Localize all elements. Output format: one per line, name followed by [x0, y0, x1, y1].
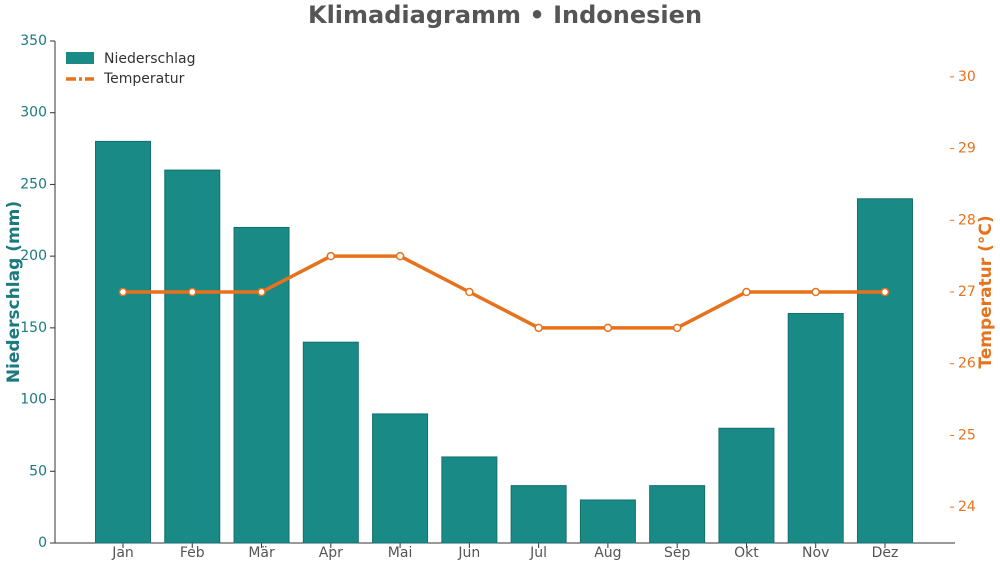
temperature-marker [742, 287, 751, 297]
temperature-marker [811, 287, 820, 297]
temperature-marker [326, 251, 336, 261]
chart-title: Klimadiagramm • Indonesien [308, 1, 702, 29]
y-tick-label: 250 [20, 176, 47, 192]
y2-tick-label: 29 [958, 141, 976, 157]
y-tick-label: 350 [20, 33, 47, 49]
temperature-marker [603, 323, 613, 333]
y-axis-label: Niederschlag (mm) [4, 201, 24, 383]
y-tick-label: 0 [38, 535, 47, 551]
legend-label: Temperatur [103, 71, 185, 87]
bar [856, 198, 913, 544]
temperature-marker [118, 287, 128, 297]
legend-label: Niederschlag [104, 51, 195, 67]
x-tick-label: Sep [664, 545, 691, 561]
x-tick-label: Jul [529, 545, 547, 561]
temperature-marker [465, 287, 474, 297]
y2-tick-label: 27 [958, 284, 976, 300]
temperature-marker [188, 287, 197, 297]
bar [649, 485, 706, 544]
bar [233, 226, 290, 544]
y2-tick-label: 25 [958, 427, 976, 443]
bar [302, 341, 359, 544]
x-tick-label: Okt [734, 545, 759, 561]
x-tick-label: Nov [802, 545, 829, 561]
y2-tick-label: 30 [958, 69, 976, 85]
y-tick-label: 300 [20, 105, 47, 121]
y2-tick-label: 26 [958, 356, 976, 372]
y-tick-label: 50 [29, 463, 47, 479]
legend-swatch [66, 52, 94, 64]
temperature-marker [534, 323, 543, 333]
x-tick-label: Jun [457, 545, 480, 561]
bar [579, 499, 636, 544]
temperature-marker [880, 287, 890, 297]
x-tick-label: Apr [319, 545, 343, 561]
bar [372, 413, 429, 544]
temperature-marker [257, 287, 266, 297]
y2-axis-label: Temperatur (°C) [976, 215, 996, 368]
bar [718, 427, 775, 544]
x-tick-label: Feb [180, 545, 205, 561]
temperature-marker [395, 251, 405, 261]
bar [510, 485, 567, 544]
bar [787, 313, 844, 544]
y-tick-label: 150 [20, 320, 47, 336]
x-tick-label: Aug [594, 545, 621, 561]
x-tick-label: Dez [872, 545, 899, 561]
bar [164, 169, 221, 544]
x-tick-label: Jan [111, 545, 134, 561]
x-tick-label: Mär [248, 545, 275, 561]
x-tick-label: Mai [388, 545, 413, 561]
y-tick-label: 200 [20, 248, 47, 264]
temperature-line [123, 254, 885, 330]
y2-tick-label: 24 [958, 499, 976, 515]
bar [95, 140, 151, 544]
temperature-marker [672, 323, 682, 333]
y2-tick-label: 28 [958, 212, 976, 228]
y-tick-label: 100 [20, 392, 47, 408]
bar [441, 456, 498, 544]
